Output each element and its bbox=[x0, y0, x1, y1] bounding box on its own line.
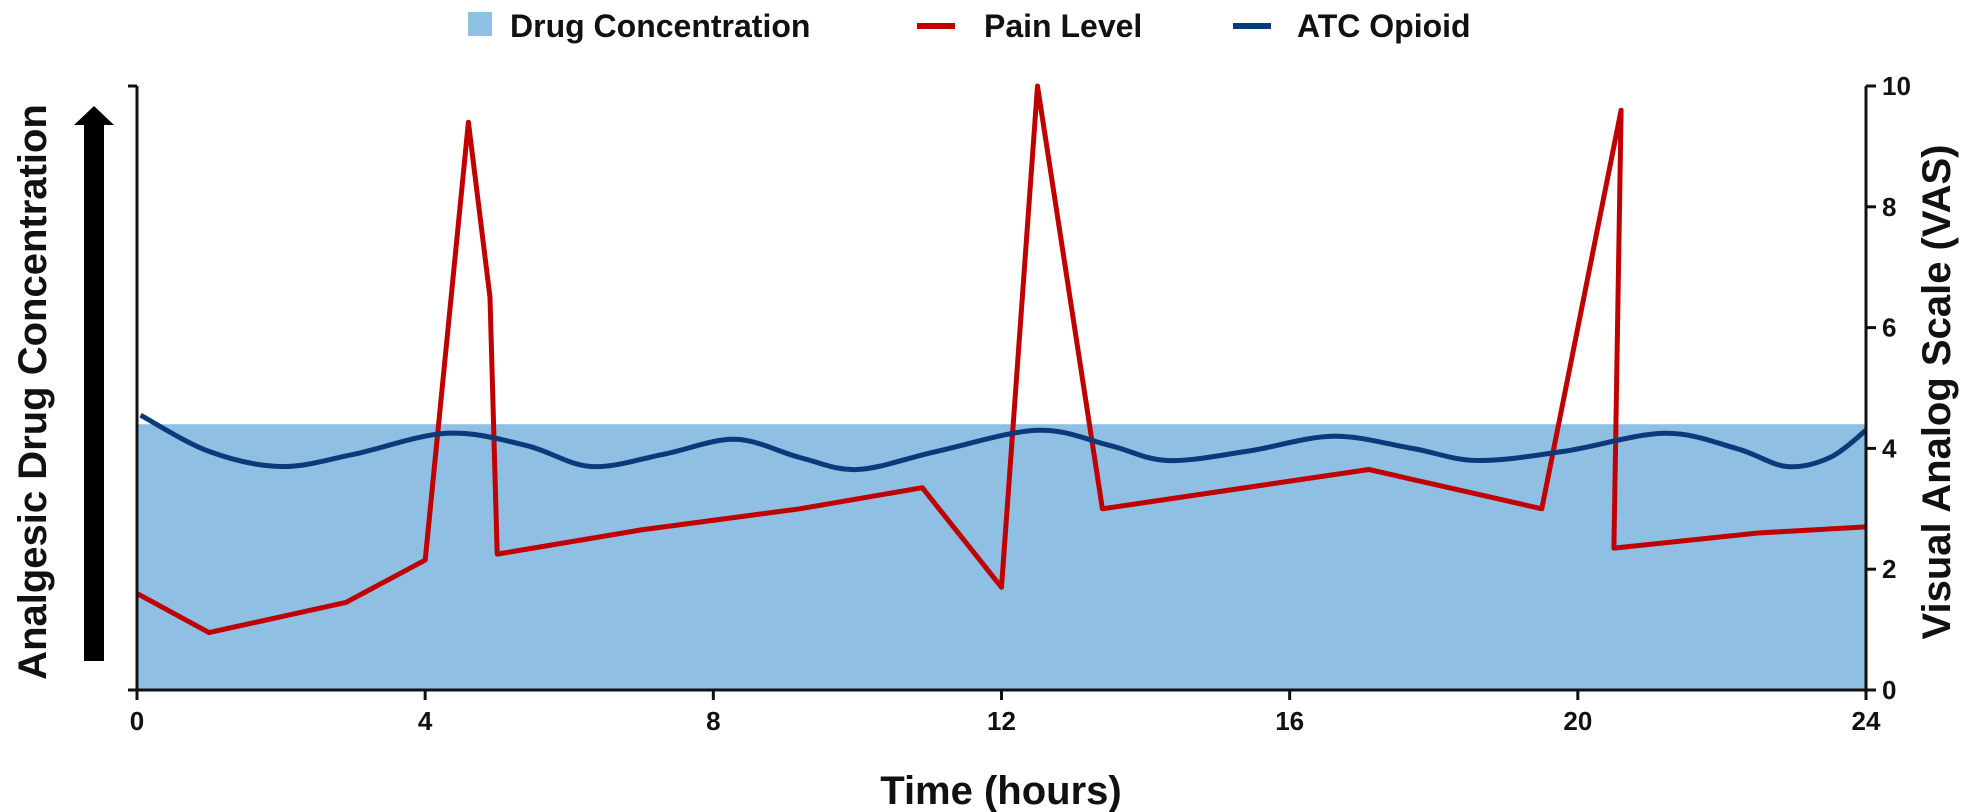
plot-lines bbox=[135, 83, 1868, 636]
x-tick-label: 24 bbox=[1852, 706, 1881, 736]
x-axis-ticks: 0 4 8 12 16 20 24 bbox=[130, 690, 1881, 736]
arrow-head bbox=[74, 106, 114, 125]
y-right-axis-ticks: 0 2 4 6 8 10 bbox=[1866, 71, 1911, 705]
legend-label-drug-concentration: Drug Concentration bbox=[510, 8, 810, 44]
y-right-tick-label: 6 bbox=[1882, 313, 1896, 343]
legend-swatch-drug-concentration bbox=[468, 12, 492, 36]
pain-level-line bbox=[135, 83, 1867, 636]
y-right-axis-title: Visual Analog Scale (VAS) bbox=[1915, 145, 1959, 640]
x-tick-label: 16 bbox=[1275, 706, 1304, 736]
y-right-tick-label: 4 bbox=[1882, 433, 1897, 463]
atc-opioid-line bbox=[139, 412, 1868, 473]
x-tick-label: 8 bbox=[706, 706, 720, 736]
y-left-axis-title: Analgesic Drug Concentration bbox=[11, 104, 55, 680]
concentration-arrow bbox=[74, 106, 114, 661]
x-tick-label: 4 bbox=[418, 706, 433, 736]
x-tick-label: 20 bbox=[1563, 706, 1592, 736]
legend-label-atc-opioid: ATC Opioid bbox=[1297, 8, 1471, 44]
x-axis-title: Time (hours) bbox=[880, 769, 1122, 812]
legend-label-pain-level: Pain Level bbox=[984, 8, 1142, 44]
y-right-tick-label: 8 bbox=[1882, 192, 1896, 222]
x-tick-label: 0 bbox=[130, 706, 144, 736]
y-right-tick-label: 2 bbox=[1882, 554, 1896, 584]
y-right-tick-label: 0 bbox=[1882, 675, 1896, 705]
arrow-shaft bbox=[84, 121, 104, 661]
legend: Drug Concentration Pain Level ATC Opioid bbox=[468, 8, 1471, 44]
y-right-tick-label: 10 bbox=[1882, 71, 1911, 101]
x-tick-label: 12 bbox=[987, 706, 1016, 736]
